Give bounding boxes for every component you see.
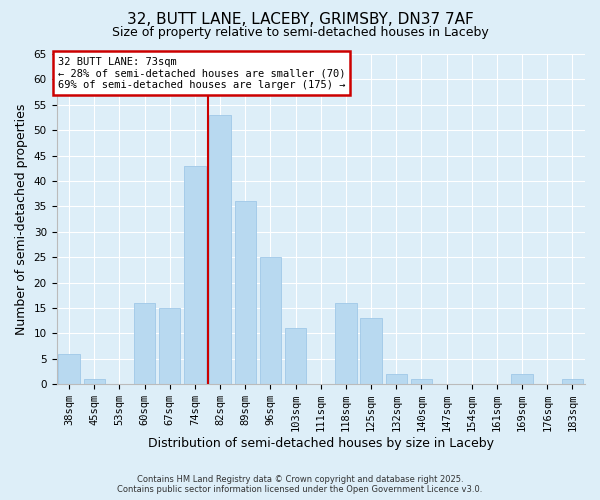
Bar: [562, 379, 583, 384]
Y-axis label: Number of semi-detached properties: Number of semi-detached properties: [15, 104, 28, 335]
Bar: [335, 303, 356, 384]
Bar: [134, 303, 155, 384]
Bar: [235, 202, 256, 384]
Bar: [58, 354, 80, 384]
X-axis label: Distribution of semi-detached houses by size in Laceby: Distribution of semi-detached houses by …: [148, 437, 494, 450]
Bar: [184, 166, 206, 384]
Bar: [386, 374, 407, 384]
Bar: [159, 308, 181, 384]
Bar: [511, 374, 533, 384]
Text: Size of property relative to semi-detached houses in Laceby: Size of property relative to semi-detach…: [112, 26, 488, 39]
Text: Contains HM Land Registry data © Crown copyright and database right 2025.
Contai: Contains HM Land Registry data © Crown c…: [118, 474, 482, 494]
Bar: [411, 379, 432, 384]
Text: 32 BUTT LANE: 73sqm
← 28% of semi-detached houses are smaller (70)
69% of semi-d: 32 BUTT LANE: 73sqm ← 28% of semi-detach…: [58, 56, 345, 90]
Bar: [83, 379, 105, 384]
Bar: [285, 328, 306, 384]
Bar: [209, 115, 231, 384]
Text: 32, BUTT LANE, LACEBY, GRIMSBY, DN37 7AF: 32, BUTT LANE, LACEBY, GRIMSBY, DN37 7AF: [127, 12, 473, 28]
Bar: [260, 257, 281, 384]
Bar: [361, 318, 382, 384]
